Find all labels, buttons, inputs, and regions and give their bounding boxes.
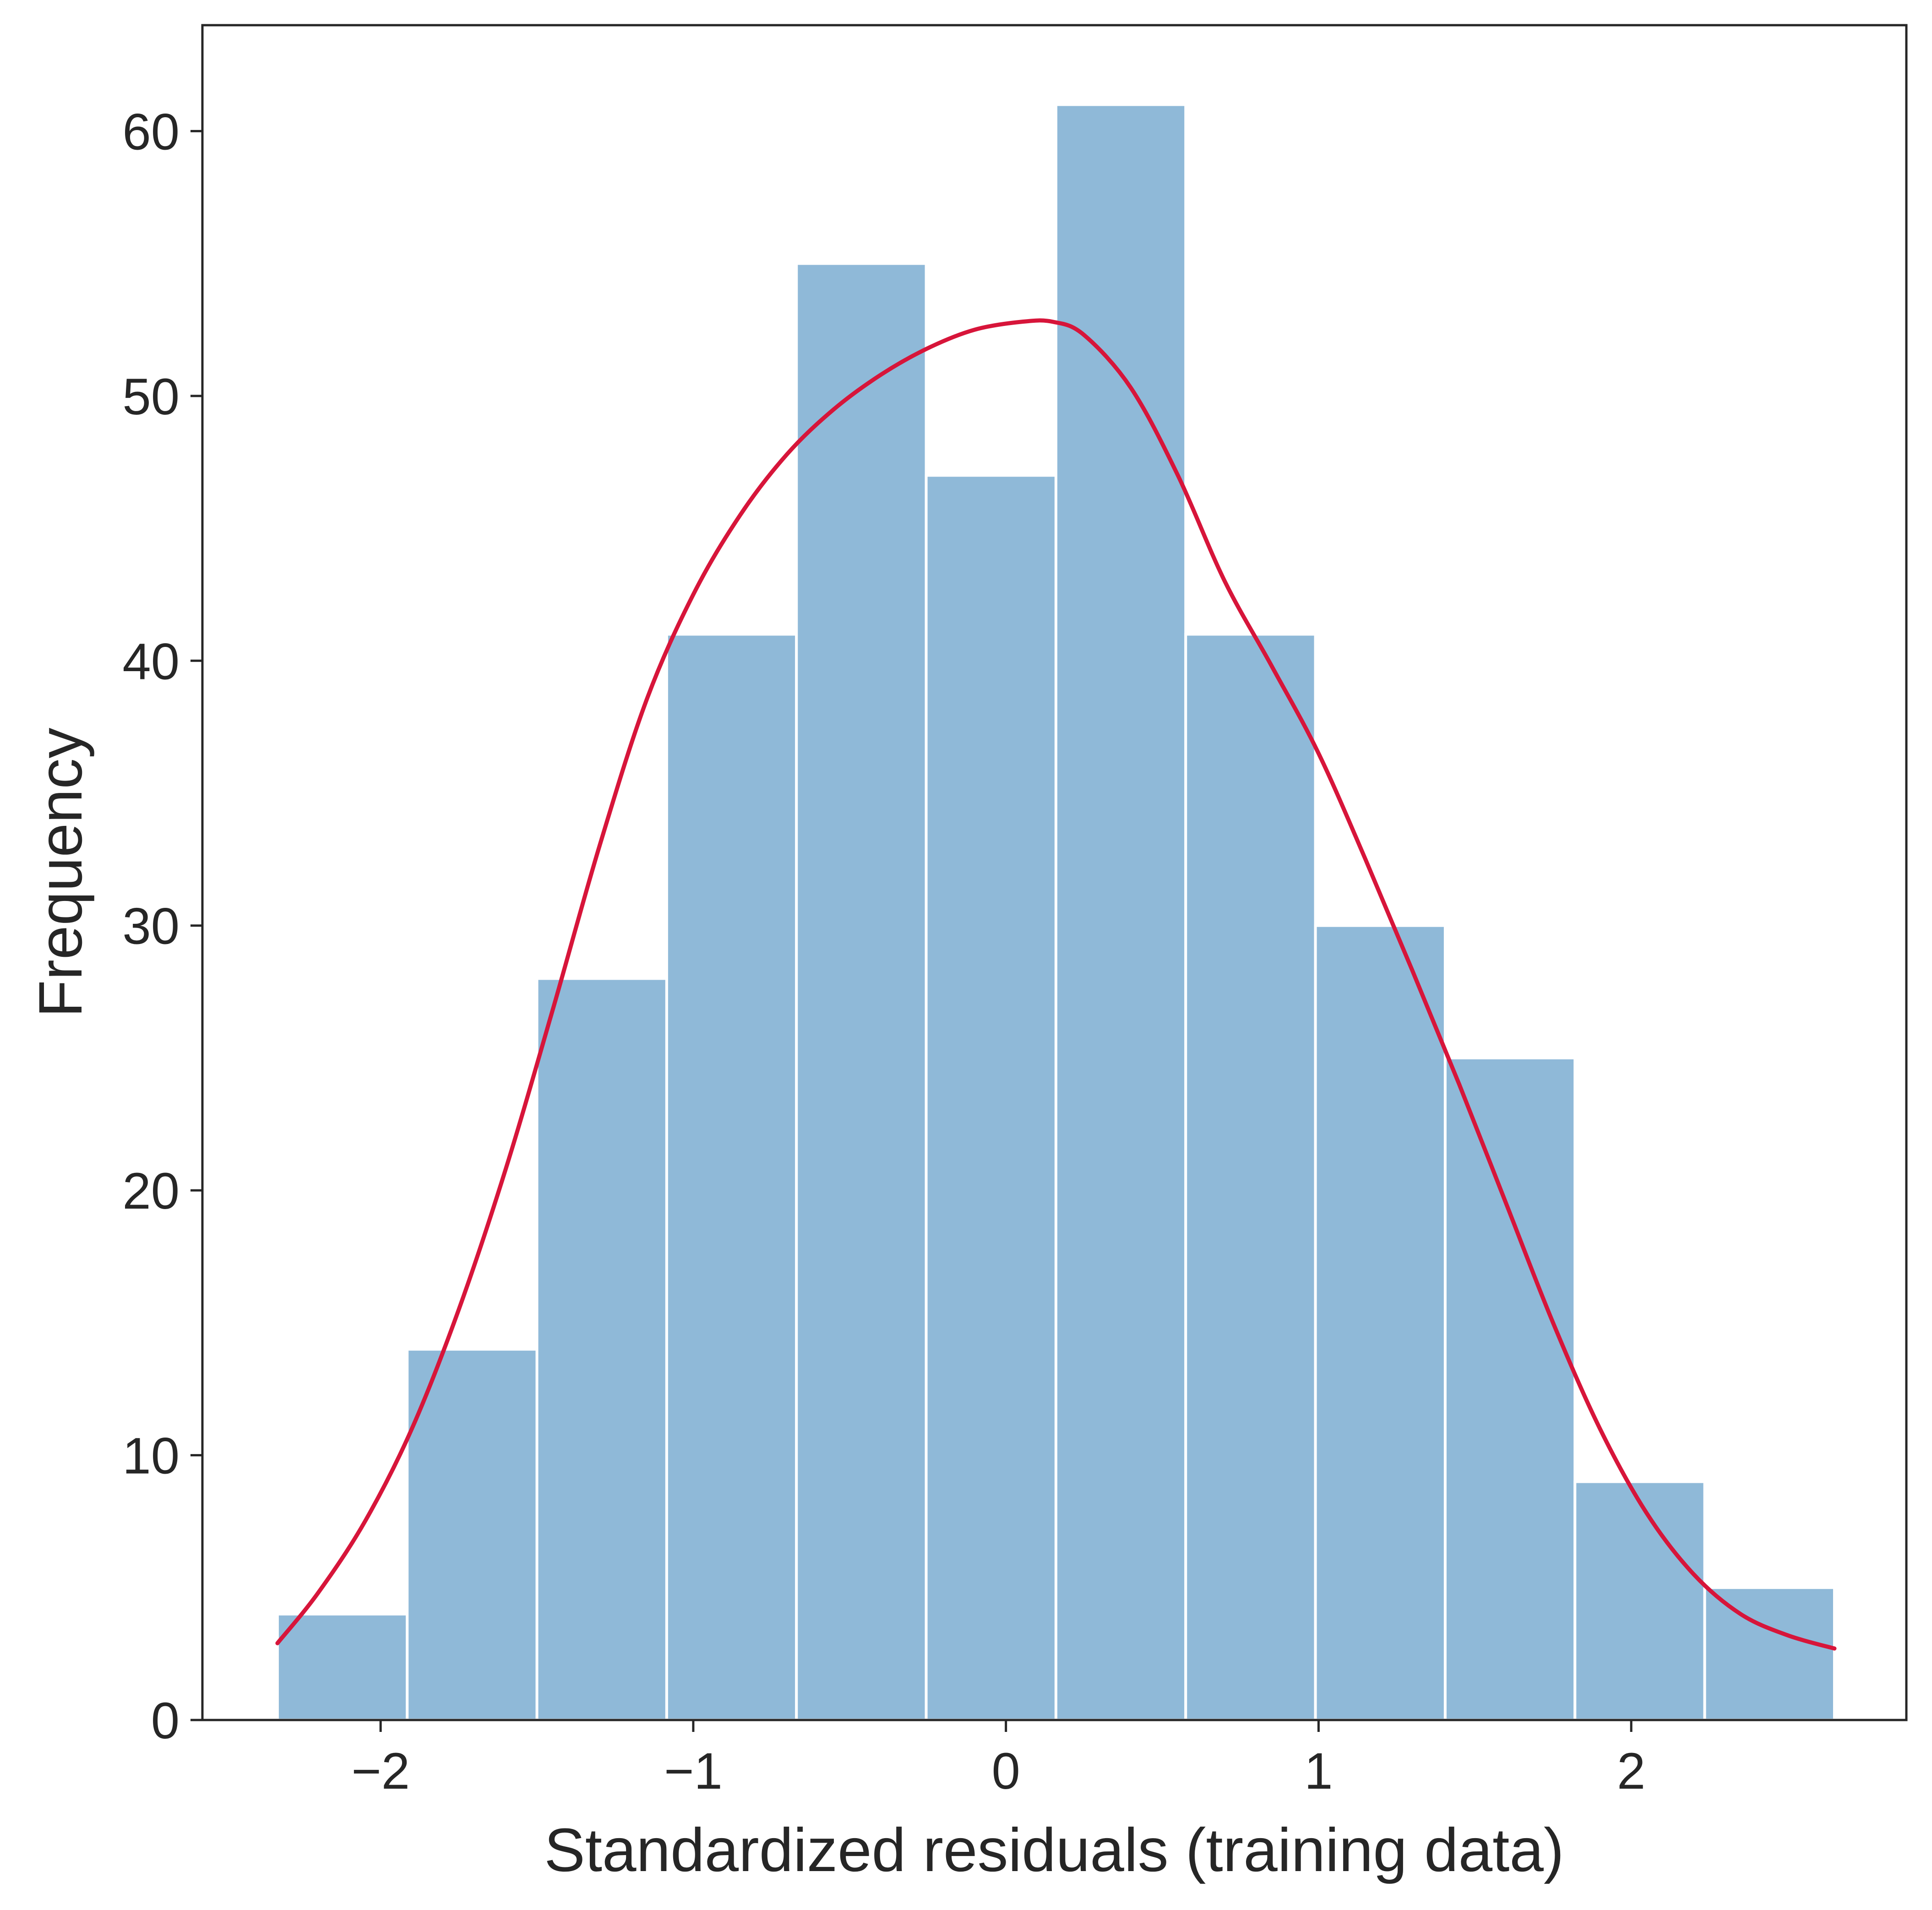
histogram-bar xyxy=(1703,1586,1836,1721)
histogram-bar xyxy=(795,262,928,1721)
y-axis-title: Frequency xyxy=(27,727,95,1017)
y-tick-label: 10 xyxy=(122,1427,180,1485)
histogram-bar xyxy=(925,474,1057,1721)
y-tick-label: 60 xyxy=(122,103,180,160)
x-tick-label: −1 xyxy=(664,1742,723,1800)
x-tick-label: 0 xyxy=(992,1742,1020,1800)
y-tick-label: 50 xyxy=(122,368,180,425)
plot-frame xyxy=(201,24,1908,1721)
y-axis-ticks: 0 10 20 30 40 50 60 xyxy=(122,103,202,1749)
x-axis-title: Standardized residuals (training data) xyxy=(544,1816,1564,1884)
x-tick-label: 1 xyxy=(1304,1742,1333,1800)
histogram-bar xyxy=(1314,924,1447,1721)
x-axis-ticks: −2 −1 0 1 2 xyxy=(351,1720,1645,1800)
y-tick-label: 30 xyxy=(122,898,180,955)
histogram-bar xyxy=(276,1612,409,1721)
y-tick-label: 20 xyxy=(122,1162,180,1220)
histogram-bar xyxy=(1054,103,1187,1721)
x-tick-label: 2 xyxy=(1617,1742,1645,1800)
histogram-bar xyxy=(406,1348,539,1721)
y-tick-label: 0 xyxy=(151,1692,180,1749)
x-tick-label: −2 xyxy=(351,1742,410,1800)
histogram-bar xyxy=(665,633,798,1721)
histogram-bar xyxy=(535,977,668,1721)
histogram-bar xyxy=(1573,1480,1706,1721)
histogram-bar xyxy=(1184,633,1317,1721)
y-tick-label: 40 xyxy=(122,633,180,690)
histogram-bar xyxy=(1443,1056,1577,1721)
kde-curve xyxy=(275,318,1837,1651)
